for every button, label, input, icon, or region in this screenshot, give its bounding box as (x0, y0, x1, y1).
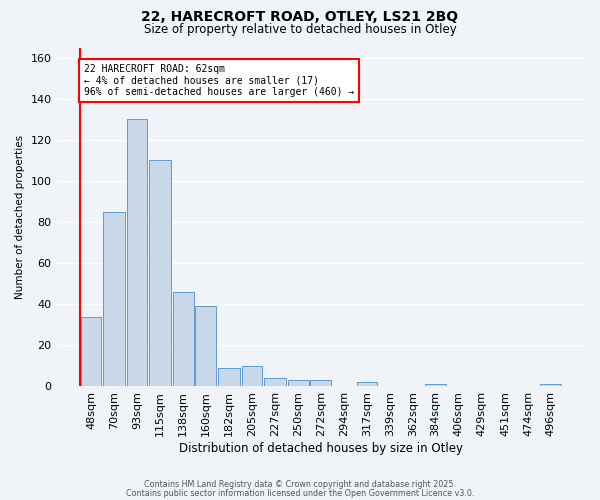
Text: Contains HM Land Registry data © Crown copyright and database right 2025.: Contains HM Land Registry data © Crown c… (144, 480, 456, 489)
Bar (288, 380, 308, 386)
Bar (103, 212, 125, 386)
Bar (173, 292, 194, 386)
Text: 22, HARECROFT ROAD, OTLEY, LS21 2BQ: 22, HARECROFT ROAD, OTLEY, LS21 2BQ (142, 10, 458, 24)
Y-axis label: Number of detached properties: Number of detached properties (15, 135, 25, 299)
Bar (196, 306, 216, 386)
X-axis label: Distribution of detached houses by size in Otley: Distribution of detached houses by size … (179, 442, 463, 455)
Bar (127, 120, 148, 386)
Bar (356, 382, 377, 386)
Bar (80, 316, 101, 386)
Bar (540, 384, 561, 386)
Text: Contains public sector information licensed under the Open Government Licence v3: Contains public sector information licen… (126, 488, 474, 498)
Bar (425, 384, 446, 386)
Bar (242, 366, 262, 386)
Bar (218, 368, 240, 386)
Text: 22 HARECROFT ROAD: 62sqm
← 4% of detached houses are smaller (17)
96% of semi-de: 22 HARECROFT ROAD: 62sqm ← 4% of detache… (84, 64, 354, 97)
Bar (264, 378, 286, 386)
Text: Size of property relative to detached houses in Otley: Size of property relative to detached ho… (143, 22, 457, 36)
Bar (310, 380, 331, 386)
Bar (149, 160, 171, 386)
